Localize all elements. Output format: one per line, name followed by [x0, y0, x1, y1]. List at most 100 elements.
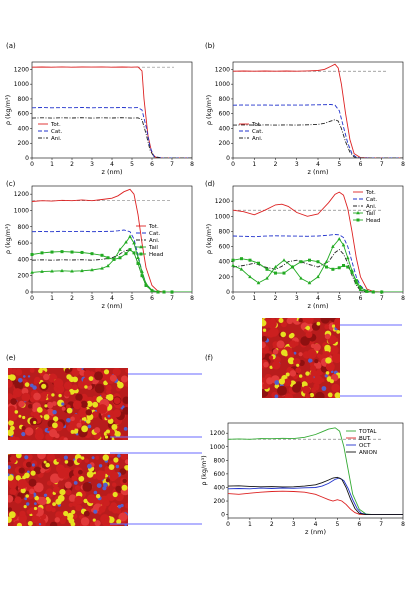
panel-label: (f): [205, 354, 213, 362]
legend-label: OCT: [359, 443, 371, 449]
y-tick-label: 800: [18, 224, 30, 231]
x-tick-label: 0: [231, 295, 235, 302]
snapshot-e-top: [8, 368, 128, 440]
series-line-cat: [32, 107, 192, 158]
data-point-square: [112, 257, 116, 261]
data-point-square: [170, 290, 174, 294]
x-tick-label: 2: [270, 521, 274, 528]
x-tick-label: 7: [170, 161, 174, 168]
x-tick-label: 4: [110, 161, 114, 168]
legend-label: Tot.: [148, 224, 159, 230]
data-point-square: [350, 270, 354, 274]
y-tick-label: 200: [219, 140, 231, 147]
data-point-triangle: [316, 274, 320, 279]
data-point-square: [100, 253, 104, 257]
legend-marker-triangle: [356, 211, 360, 215]
y-tick-label: 1000: [14, 207, 29, 214]
data-point-triangle: [248, 274, 252, 279]
data-point-triangle: [70, 269, 74, 273]
panel-label-e: (e): [6, 354, 16, 362]
y-tick-label: 1200: [210, 430, 225, 437]
data-point-square: [248, 258, 252, 262]
x-tick-label: 4: [316, 295, 320, 302]
data-point-triangle: [106, 263, 110, 268]
series-line-cat: [233, 234, 403, 292]
data-point-triangle: [80, 268, 84, 273]
legend-marker-triangle: [139, 245, 143, 249]
legend-label: Ani.: [51, 136, 62, 142]
y-tick-label: 0: [25, 155, 29, 162]
chart-panel-4: 0 1 2 3 4 5 6 7 8 0 200 400 600 800 1000 1200 z (nm) ρ (k…: [200, 354, 405, 536]
snapshot-e-bottom: [8, 454, 128, 526]
data-point-square: [30, 252, 34, 256]
data-point-square: [342, 264, 345, 267]
data-point-square: [257, 261, 260, 265]
data-point-triangle: [331, 244, 335, 248]
legend-marker-square: [139, 252, 143, 256]
series-line-cat: [233, 104, 403, 158]
data-point-triangle: [239, 267, 244, 271]
data-point-triangle: [358, 287, 363, 292]
y-tick-label: 0: [226, 155, 230, 162]
legend-label: Tot.: [251, 122, 262, 128]
x-tick-label: 2: [70, 161, 74, 168]
y-tick-label: 1000: [210, 444, 225, 451]
legend-label: Ani.: [149, 238, 160, 244]
y-tick-label: 1200: [215, 66, 230, 73]
series-line-cat: [32, 229, 192, 292]
data-point-triangle: [345, 255, 350, 260]
series-line-oct: [228, 477, 403, 516]
data-point-triangle: [30, 270, 34, 274]
legend-label: Cat.: [252, 129, 263, 135]
x-tick-label: 5: [337, 161, 341, 168]
x-tick-label: 8: [401, 295, 405, 302]
series-line-tot: [32, 66, 192, 158]
data-point-triangle: [256, 280, 261, 285]
data-point-square: [124, 252, 128, 256]
chart-panel-2: 0 1 2 3 4 5 6 7 8 0 200 400 600 800 1000 1200 z (nm) ρ (k…: [4, 180, 194, 310]
data-point-square: [265, 267, 269, 271]
data-point-square: [359, 285, 362, 289]
data-point-square: [380, 290, 384, 294]
x-axis-label: z (nm): [307, 168, 328, 176]
y-tick-label: 600: [219, 244, 231, 251]
data-point-square: [60, 250, 64, 254]
snapshot-beads: [262, 318, 340, 398]
x-tick-label: 3: [90, 161, 94, 168]
x-axis-label: z (nm): [305, 528, 326, 536]
data-point-square: [291, 265, 294, 269]
panel-label: (d): [205, 180, 215, 188]
x-axis-label: z (nm): [101, 168, 122, 176]
x-axis-label: z (nm): [307, 302, 328, 310]
y-tick-label: 600: [18, 240, 30, 247]
series-line-tot: [32, 188, 192, 292]
y-axis-label: ρ (kg/m³): [200, 455, 208, 485]
x-tick-label: 2: [274, 295, 278, 302]
y-tick-label: 0: [226, 289, 230, 296]
legend-label: Head: [366, 218, 380, 224]
data-point-square: [162, 290, 166, 294]
x-tick-label: 6: [359, 161, 363, 168]
data-point-triangle: [231, 263, 235, 267]
data-point-square: [140, 274, 144, 278]
legend-label: Tail: [148, 245, 158, 251]
data-point-square: [354, 279, 358, 283]
y-tick-label: 800: [219, 96, 231, 103]
y-tick-label: 200: [18, 140, 30, 147]
x-tick-label: 1: [50, 295, 54, 302]
data-point-triangle: [118, 247, 122, 251]
x-tick-label: 0: [30, 161, 34, 168]
x-tick-label: 2: [70, 295, 74, 302]
x-tick-label: 4: [110, 295, 114, 302]
legend-label: Cat.: [51, 129, 62, 135]
x-tick-label: 5: [337, 295, 341, 302]
legend-label: Tot.: [50, 122, 61, 128]
data-point-square: [136, 261, 140, 265]
y-tick-label: 400: [219, 125, 231, 132]
legend-label: BUT: [359, 436, 371, 442]
legend-marker-square: [356, 218, 360, 222]
x-tick-label: 3: [292, 521, 296, 528]
chart-panel-1: 0 1 2 3 4 5 6 7 8 0 200 400 600 800 1000 1200 z (nm) ρ (k…: [205, 42, 405, 176]
data-point-triangle: [40, 269, 44, 273]
data-point-square: [316, 260, 320, 264]
